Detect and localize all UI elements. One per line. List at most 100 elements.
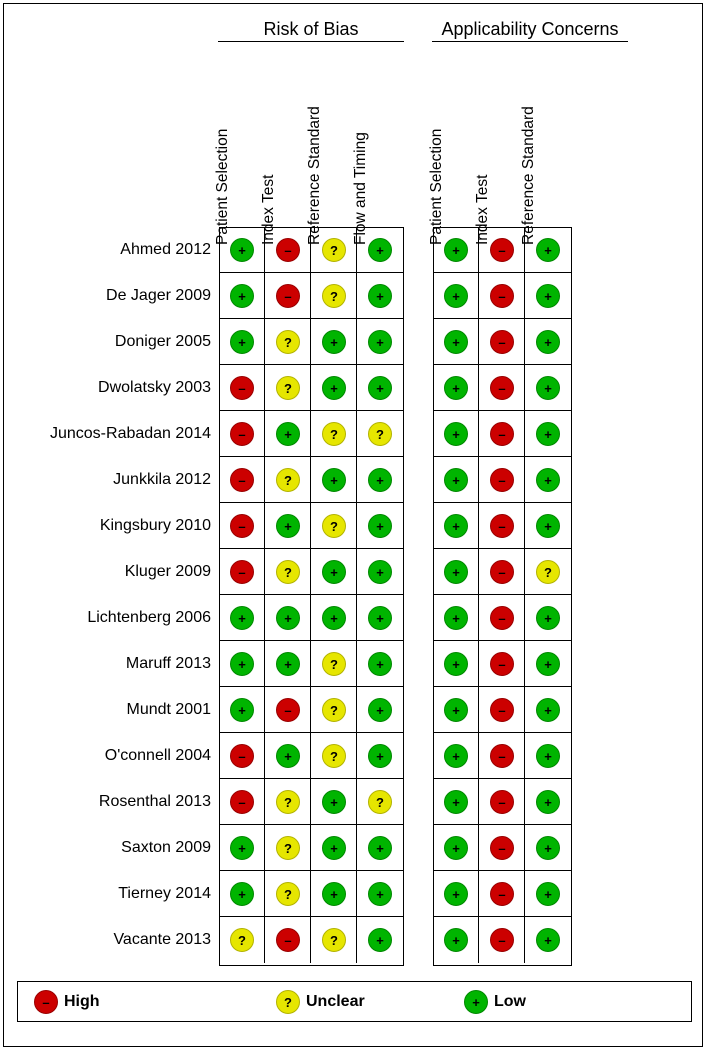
rating-low-icon: + — [368, 468, 392, 492]
rating-high-icon: – — [230, 468, 254, 492]
rating-cell: + — [433, 825, 479, 871]
rating-cell: + — [525, 641, 571, 687]
risk-of-bias-table: + –? + + –? + +? + + –? + + – +?? –? + + – +? + –? + + + + + + + +? +… — [219, 227, 404, 966]
rating-cell: – — [479, 687, 525, 733]
rating-low-icon: + — [536, 238, 560, 262]
rating-cell: – — [265, 687, 311, 733]
rating-high-icon: – — [490, 652, 514, 676]
rating-cell: ? — [265, 457, 311, 503]
rating-high-icon: – — [490, 422, 514, 446]
rating-low-icon: + — [536, 468, 560, 492]
rating-low-icon: + — [276, 514, 300, 538]
rating-unclear-icon: ? — [368, 422, 392, 446]
rating-cell: – — [219, 549, 265, 595]
legend-label-high: High — [64, 993, 100, 1010]
rating-cell: ? — [311, 687, 357, 733]
rating-low-icon: + — [230, 882, 254, 906]
rating-cell: + — [433, 871, 479, 917]
rating-low-icon: + — [230, 606, 254, 630]
rating-low-icon: + — [368, 376, 392, 400]
rating-cell: + — [525, 227, 571, 273]
group-title-risk-of-bias: Risk of Bias — [263, 19, 359, 39]
rating-cell: + — [357, 365, 403, 411]
rating-cell: + — [357, 733, 403, 779]
rating-cell: ? — [265, 365, 311, 411]
rating-cell: ? — [311, 641, 357, 687]
rating-low-icon: + — [536, 330, 560, 354]
rating-cell: ? — [311, 503, 357, 549]
rating-low-icon: + — [536, 376, 560, 400]
rating-low-icon: + — [536, 790, 560, 814]
rating-low-icon: + — [368, 560, 392, 584]
rating-low-icon: + — [368, 514, 392, 538]
rating-low-icon: + — [230, 836, 254, 860]
legend-low-icon: + — [464, 990, 488, 1014]
rating-cell: + — [433, 227, 479, 273]
study-label: Kingsbury 2010 — [99, 517, 211, 534]
rating-cell: + — [525, 779, 571, 825]
rating-cell: + — [357, 273, 403, 319]
rating-unclear-icon: ? — [322, 238, 346, 262]
rating-cell: ? — [311, 733, 357, 779]
rating-low-icon: + — [536, 744, 560, 768]
rating-cell: + — [357, 917, 403, 963]
rating-low-icon: + — [322, 882, 346, 906]
study-label: Mundt 2001 — [126, 701, 211, 718]
rating-cell: + — [433, 641, 479, 687]
study-label: O'connell 2004 — [104, 747, 211, 764]
rating-low-icon: + — [230, 330, 254, 354]
legend-unclear-icon: ? — [276, 990, 300, 1014]
rating-cell: + — [219, 595, 265, 641]
rating-cell: – — [479, 227, 525, 273]
rating-low-icon: + — [536, 514, 560, 538]
rating-low-icon: + — [444, 422, 468, 446]
rating-low-icon: + — [444, 468, 468, 492]
rating-cell: + — [357, 319, 403, 365]
rating-low-icon: + — [322, 606, 346, 630]
rating-high-icon: – — [490, 468, 514, 492]
rating-low-icon: + — [322, 468, 346, 492]
rating-cell: – — [219, 411, 265, 457]
rating-cell: + — [433, 273, 479, 319]
rating-cell: – — [479, 825, 525, 871]
rating-cell: + — [311, 365, 357, 411]
rating-cell: + — [219, 687, 265, 733]
rating-low-icon: + — [368, 698, 392, 722]
rating-low-icon: + — [444, 698, 468, 722]
study-label: Juncos-Rabadan 2014 — [49, 425, 211, 442]
rating-high-icon: – — [490, 836, 514, 860]
rating-cell: + — [311, 595, 357, 641]
rating-low-icon: + — [368, 836, 392, 860]
rating-high-icon: – — [490, 514, 514, 538]
rating-cell: + — [433, 365, 479, 411]
rating-low-icon: + — [536, 836, 560, 860]
rating-cell: + — [525, 687, 571, 733]
rating-unclear-icon: ? — [322, 652, 346, 676]
rating-cell: – — [265, 917, 311, 963]
rating-low-icon: + — [444, 928, 468, 952]
rating-low-icon: + — [444, 514, 468, 538]
rating-high-icon: – — [490, 284, 514, 308]
rating-low-icon: + — [444, 606, 468, 630]
rating-low-icon: + — [536, 698, 560, 722]
study-label: Lichtenberg 2006 — [87, 609, 211, 626]
rating-low-icon: + — [368, 652, 392, 676]
rating-cell: + — [265, 595, 311, 641]
rating-low-icon: + — [444, 790, 468, 814]
rating-low-icon: + — [368, 238, 392, 262]
study-label: Vacante 2013 — [113, 931, 211, 948]
rating-high-icon: – — [230, 422, 254, 446]
rating-high-icon: – — [490, 882, 514, 906]
rating-low-icon: + — [368, 330, 392, 354]
rating-low-icon: + — [322, 376, 346, 400]
rating-high-icon: – — [490, 744, 514, 768]
rating-low-icon: + — [368, 284, 392, 308]
rating-low-icon: + — [230, 652, 254, 676]
rating-low-icon: + — [536, 606, 560, 630]
rating-unclear-icon: ? — [276, 790, 300, 814]
rating-cell: + — [525, 733, 571, 779]
rating-cell: + — [433, 319, 479, 365]
group-title-applicability-concerns: Applicability Concerns — [441, 19, 619, 39]
study-label: Maruff 2013 — [125, 655, 211, 672]
rating-high-icon: – — [230, 376, 254, 400]
